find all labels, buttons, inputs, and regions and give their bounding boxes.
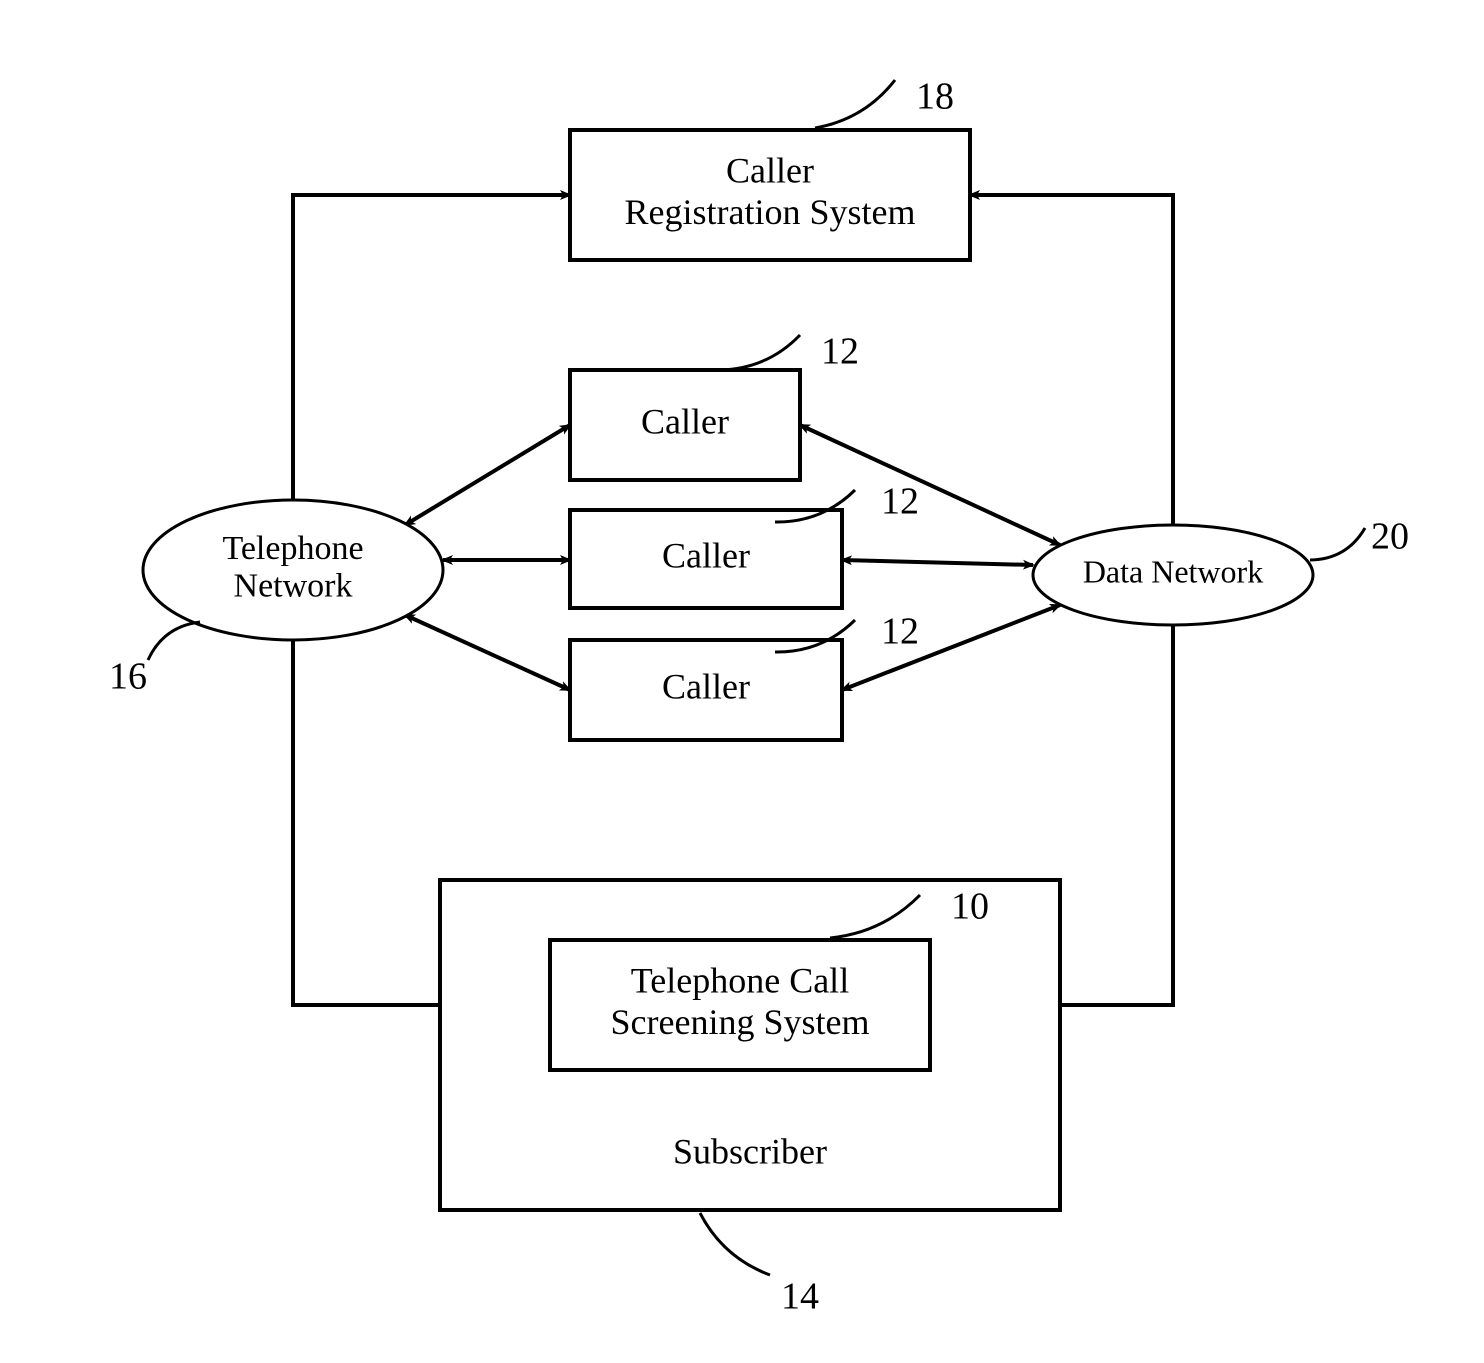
node-label-caller3: Caller bbox=[662, 666, 750, 706]
ref-number: 12 bbox=[881, 611, 919, 653]
edge bbox=[405, 425, 570, 525]
ref-number: 16 bbox=[109, 656, 147, 698]
ref-leader bbox=[700, 1213, 770, 1275]
edge bbox=[293, 195, 570, 500]
ref-leader bbox=[720, 335, 800, 370]
edge bbox=[405, 615, 570, 690]
node-label-tel: Telephone bbox=[222, 530, 363, 567]
ref-leader bbox=[1310, 528, 1365, 560]
edge bbox=[842, 605, 1060, 690]
ref-leader bbox=[815, 80, 895, 128]
ref-number: 20 bbox=[1371, 516, 1409, 558]
node-label-reg: Registration System bbox=[625, 192, 916, 232]
node-label-data: Data Network bbox=[1083, 553, 1263, 589]
ref-number: 10 bbox=[951, 886, 989, 928]
node-label-tel: Network bbox=[234, 567, 353, 604]
ref-number: 12 bbox=[881, 481, 919, 523]
ref-number: 12 bbox=[821, 331, 859, 373]
node-label-reg: Caller bbox=[726, 151, 814, 191]
edge bbox=[842, 560, 1033, 565]
edge bbox=[970, 195, 1173, 525]
label-subscriber_label: Subscriber bbox=[673, 1131, 827, 1171]
node-label-caller1: Caller bbox=[641, 401, 729, 441]
ref-leader bbox=[148, 622, 200, 660]
ref-number: 18 bbox=[916, 76, 954, 118]
node-label-screen: Telephone Call bbox=[631, 961, 849, 1001]
node-label-caller2: Caller bbox=[662, 535, 750, 575]
ref-number: 14 bbox=[781, 1276, 819, 1318]
node-label-screen: Screening System bbox=[611, 1002, 870, 1042]
